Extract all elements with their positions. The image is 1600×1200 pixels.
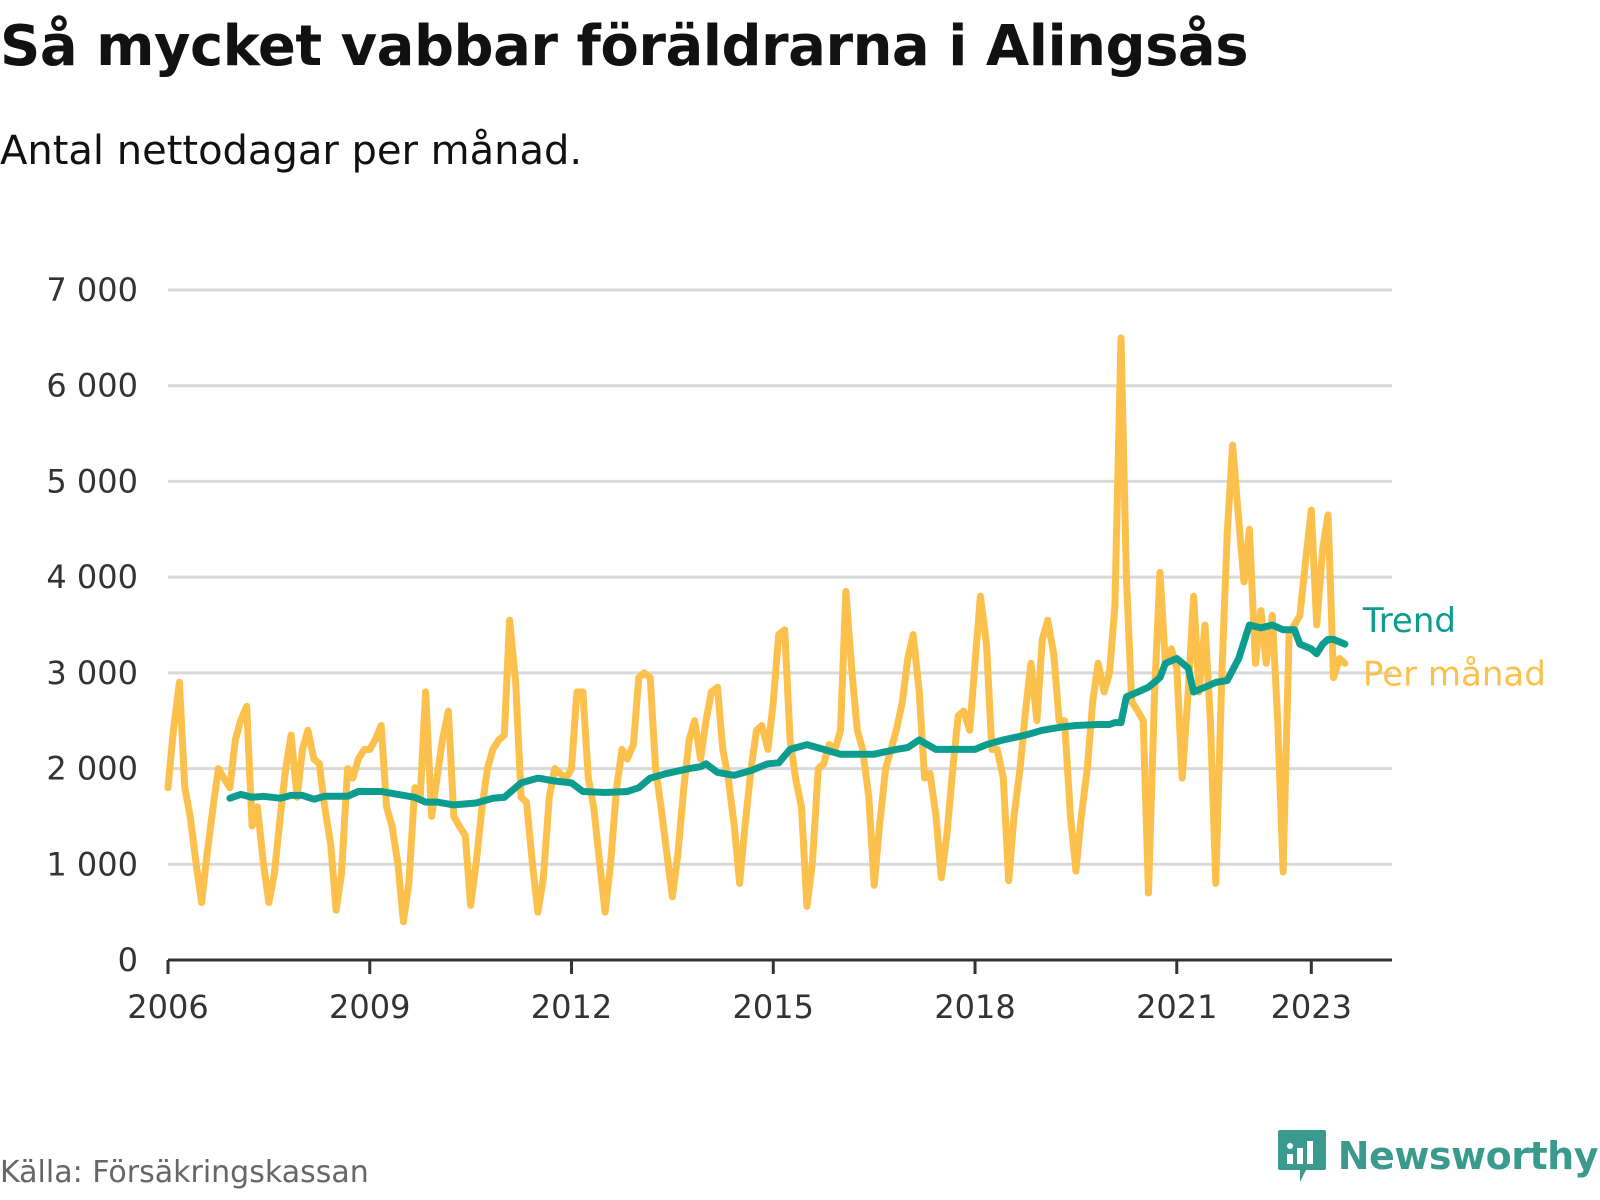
y-axis-ticks: 0 1 000 2 000 3 000 4 000 5 000 6 000 7 000 <box>46 271 138 979</box>
x-axis-ticks: 2006 2009 2012 2015 2018 2021 2023 <box>127 958 1392 1026</box>
series-line-monthly <box>164 334 1349 926</box>
y-tick-label: 6 000 <box>46 367 138 405</box>
y-tick-label: 3 000 <box>46 654 138 692</box>
x-tick-label: 2006 <box>127 988 208 1026</box>
x-tick-label: 2015 <box>733 988 814 1026</box>
y-tick-label: 4 000 <box>46 558 138 596</box>
series-label-monthly: Per månad <box>1363 654 1546 694</box>
series-line-trend <box>226 621 1349 809</box>
source-note: Källa: Försäkringskassan <box>0 1155 369 1190</box>
x-tick-label: 2012 <box>531 988 612 1026</box>
chart-subtitle: Antal nettodagar per månad. <box>0 128 583 174</box>
y-tick-label: 1 000 <box>46 845 138 883</box>
x-tick-label: 2021 <box>1136 988 1217 1026</box>
newsworthy-logo-icon <box>1277 1130 1326 1182</box>
y-tick-label: 7 000 <box>46 271 138 309</box>
series-lines <box>164 334 1349 926</box>
y-tick-label: 2 000 <box>46 750 138 788</box>
x-tick-label: 2023 <box>1271 988 1352 1026</box>
chart-title: Så mycket vabbar föräldrarna i Alingsås <box>0 14 1249 79</box>
y-tick-label: 0 <box>118 941 138 979</box>
x-tick-label: 2009 <box>329 988 410 1026</box>
brand-name: Newsworthy <box>1337 1134 1599 1178</box>
series-label-trend: Trend <box>1362 601 1456 641</box>
y-tick-label: 5 000 <box>46 462 138 500</box>
series-labels: Per månad Trend <box>1362 601 1546 694</box>
x-tick-label: 2018 <box>934 988 1015 1026</box>
brand-logo: Newsworthy <box>1276 1128 1599 1184</box>
